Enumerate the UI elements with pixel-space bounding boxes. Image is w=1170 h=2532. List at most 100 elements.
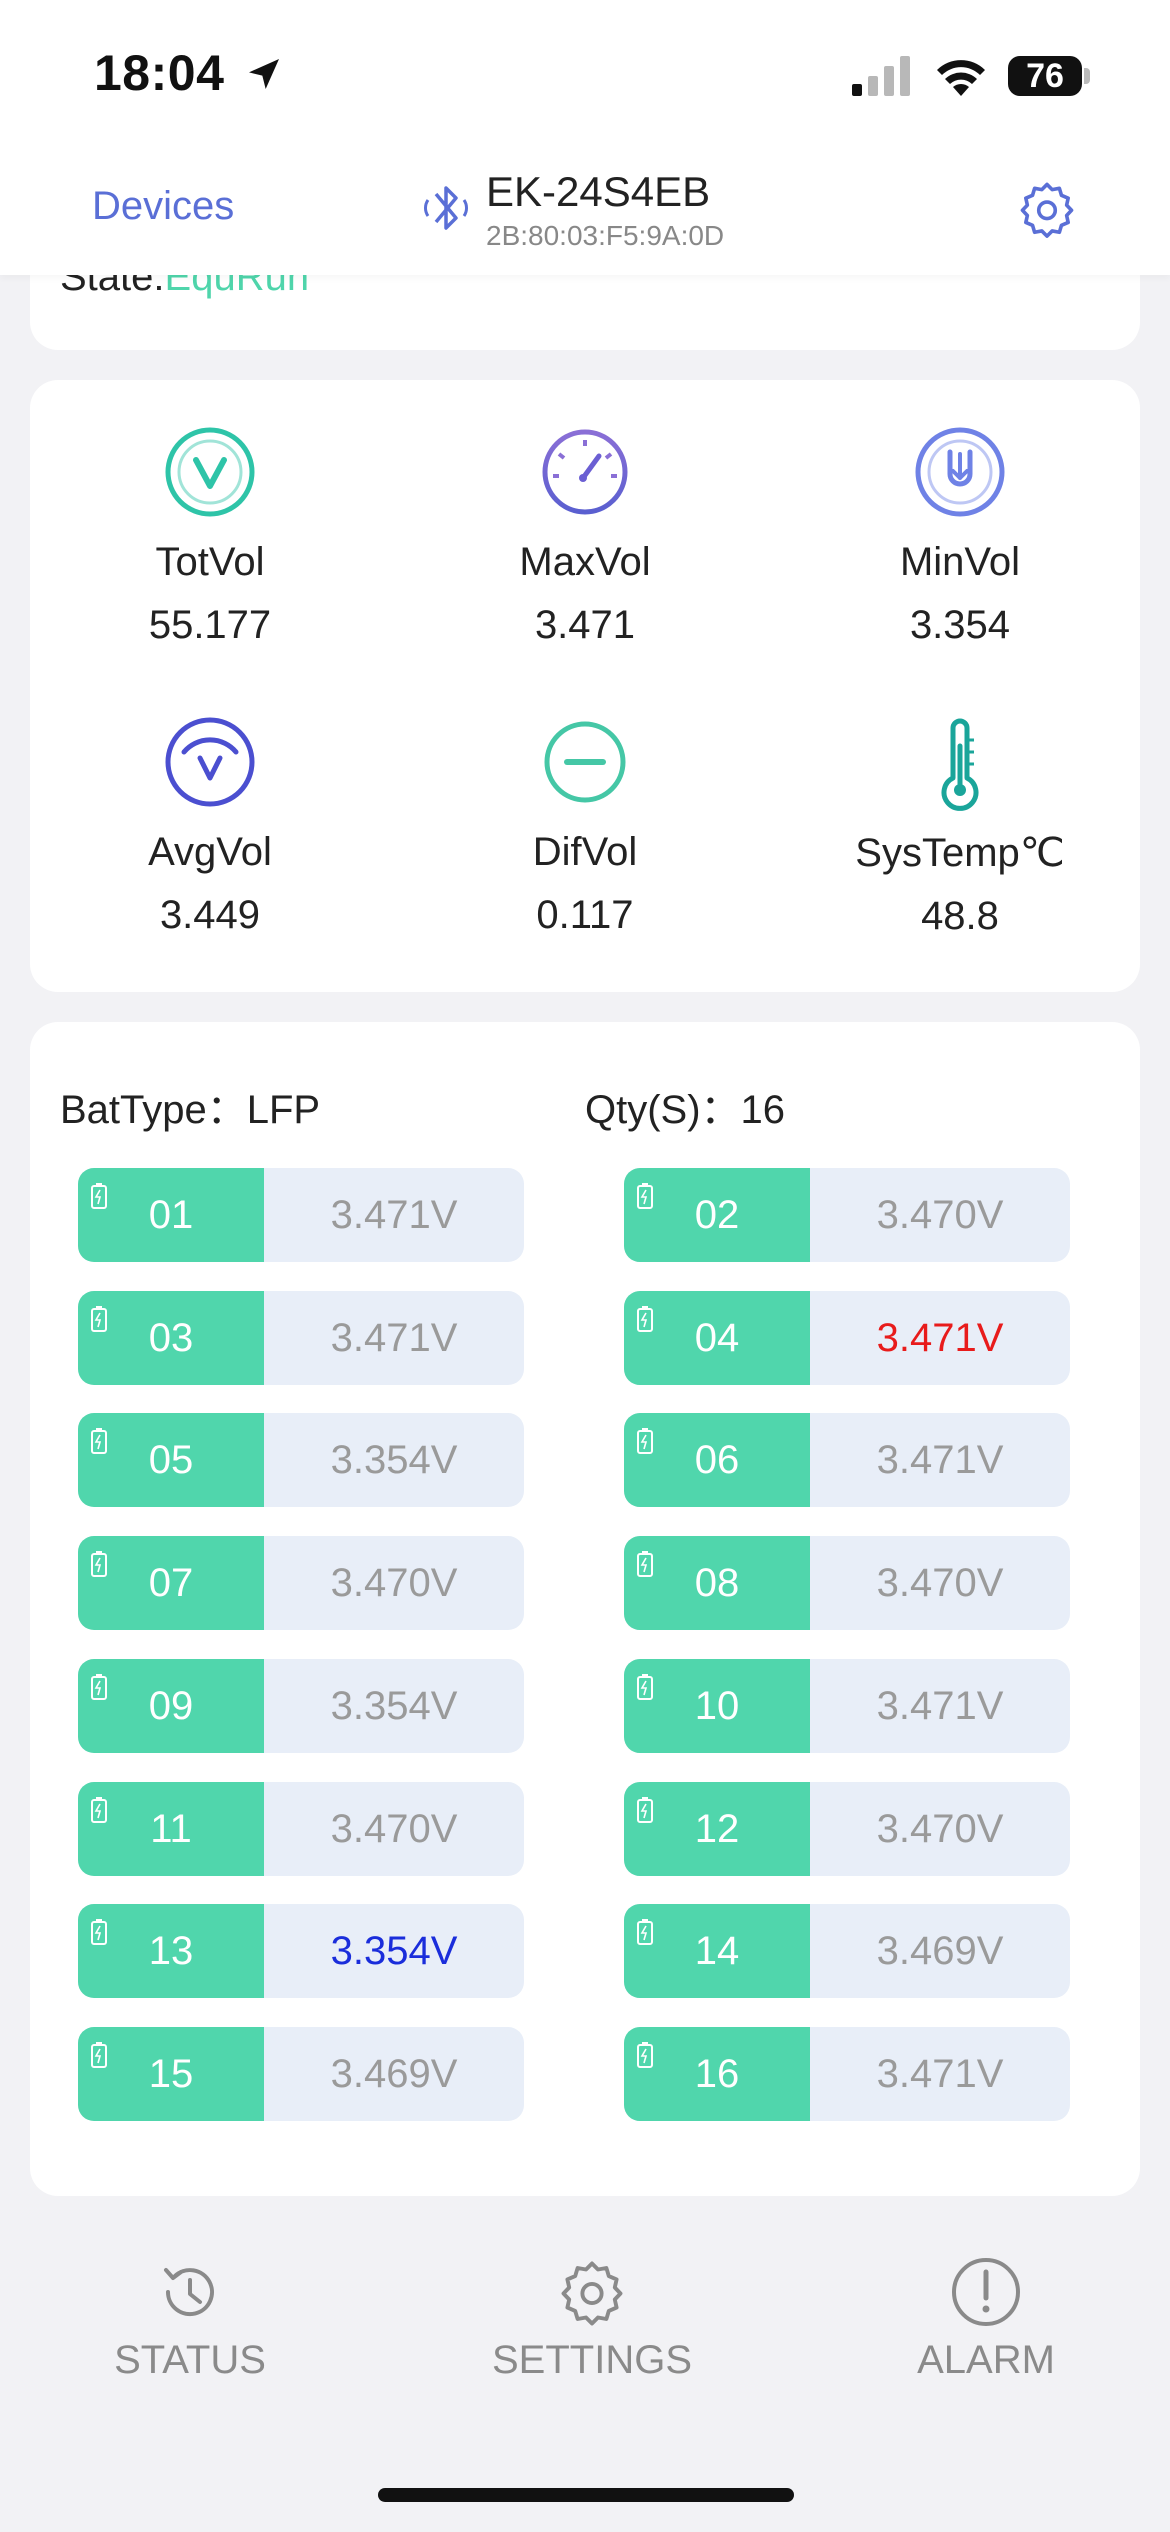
device-mac: 2B:80:03:F5:9A:0D	[486, 220, 725, 251]
battery-cell: 03 3.471V	[78, 1291, 524, 1385]
cell-id: 03	[148, 1316, 194, 1360]
stat-totvol: TotVol 55.177	[30, 422, 390, 648]
cell-number: 04	[624, 1291, 810, 1385]
battery-small-icon	[91, 1306, 107, 1332]
stat-value: 3.471	[534, 603, 636, 647]
stat-maxvol: MaxVol 3.471	[405, 422, 765, 648]
cell-id: 06	[694, 1438, 740, 1482]
gauge-icon	[542, 429, 628, 515]
cell-voltage: 3.471V	[330, 1316, 458, 1360]
cell-number: 07	[78, 1536, 264, 1630]
battery-small-icon	[91, 1797, 107, 1823]
battery-cell: 16 3.471V	[624, 2027, 1070, 2121]
cell-voltage: 3.354V	[330, 1684, 458, 1728]
cell-id: 07	[148, 1561, 194, 1605]
stat-label: TotVol	[155, 540, 265, 584]
thermometer-icon	[941, 718, 979, 811]
battery-cell: 06 3.471V	[624, 1413, 1070, 1507]
minvol-icon	[915, 427, 1005, 517]
cell-number: 03	[78, 1291, 264, 1385]
history-icon	[164, 2268, 214, 2317]
settings-gear-icon[interactable]	[1016, 178, 1078, 240]
battery-small-icon	[637, 2042, 653, 2068]
cell-voltage: 3.471V	[876, 1316, 1004, 1360]
cell-id: 08	[694, 1561, 740, 1605]
cell-number: 09	[78, 1659, 264, 1753]
cell-number: 12	[624, 1782, 810, 1876]
battery-cell: 08 3.470V	[624, 1536, 1070, 1630]
cell-number: 08	[624, 1536, 810, 1630]
wifi-icon	[937, 60, 985, 96]
battery-cell: 09 3.354V	[78, 1659, 524, 1753]
cell-voltage: 3.471V	[876, 1684, 1004, 1728]
stat-minvol: MinVol 3.354	[780, 422, 1140, 648]
battery-cell: 04 3.471V	[624, 1291, 1070, 1385]
battery-cell: 07 3.470V	[78, 1536, 524, 1630]
cell-id: 11	[150, 1807, 192, 1851]
cell-number: 15	[78, 2027, 264, 2121]
battery-small-icon	[637, 1306, 653, 1332]
location-arrow-icon	[249, 59, 279, 89]
battery-small-icon	[637, 1551, 653, 1577]
battery-cell: 13 3.354V	[78, 1904, 524, 1998]
device-name: EK-24S4EB	[486, 168, 711, 215]
battery-small-icon	[637, 1428, 653, 1454]
battery-cell: 15 3.469V	[78, 2027, 524, 2121]
cell-id: 04	[694, 1316, 740, 1360]
cell-id: 13	[148, 1929, 194, 1973]
cell-id: 15	[148, 2052, 194, 2096]
stat-systemp: SysTemp℃ 48.8	[780, 712, 1140, 939]
stat-avgvol: AvgVol 3.449	[30, 712, 390, 938]
stat-value: 55.177	[148, 603, 272, 647]
cell-id: 14	[694, 1929, 740, 1973]
battery-cap	[1084, 68, 1090, 84]
alert-icon	[952, 2258, 1020, 2326]
battery-small-icon	[91, 2042, 107, 2068]
battery-small-icon	[91, 1183, 107, 1209]
cell-voltage: 3.470V	[876, 1193, 1004, 1237]
battery-cell: 01 3.471V	[78, 1168, 524, 1262]
cell-id: 02	[694, 1193, 740, 1237]
cell-number: 10	[624, 1659, 810, 1753]
minus-circle-icon	[544, 721, 626, 803]
status-time: 18:04	[94, 45, 225, 101]
cell-voltage: 3.471V	[876, 2052, 1004, 2096]
stat-difvol: DifVol 0.117	[405, 712, 765, 938]
stat-value: 0.117	[536, 893, 634, 937]
home-indicator	[378, 2488, 794, 2502]
cell-voltage: 3.354V	[330, 1929, 458, 1973]
stat-label: DifVol	[532, 830, 638, 874]
cell-id: 12	[694, 1807, 740, 1851]
battery-small-icon	[637, 1183, 653, 1209]
cells-card: BatType：LFP Qty(S)：16 01 3.471V 02 3.470V 03…	[30, 1022, 1140, 2196]
cell-voltage: 3.470V	[876, 1561, 1004, 1605]
cell-id: 09	[148, 1684, 194, 1728]
tab-label: SETTINGS	[491, 2338, 693, 2382]
devices-back-button[interactable]: Devices	[92, 184, 235, 228]
tab-status[interactable]: STATUS	[40, 2256, 340, 2383]
tab-alarm[interactable]: ALARM	[836, 2256, 1136, 2383]
cell-number: 11	[78, 1782, 264, 1876]
cell-number: 06	[624, 1413, 810, 1507]
stat-value: 3.449	[159, 893, 261, 937]
battery-level-icon: 76	[1008, 56, 1082, 96]
battery-small-icon	[637, 1919, 653, 1945]
tab-settings[interactable]: SETTINGS	[442, 2256, 742, 2383]
cell-number: 05	[78, 1413, 264, 1507]
cell-voltage: 3.471V	[330, 1193, 458, 1237]
battery-small-icon	[637, 1797, 653, 1823]
stat-value: 48.8	[921, 894, 999, 938]
app-header: Devices EK-24S4EB 2B:80:03:F5:9A:0D	[0, 150, 1170, 275]
tab-label: ALARM	[917, 2338, 1055, 2382]
battery-type: BatType：LFP	[60, 1088, 321, 1132]
cell-voltage: 3.469V	[876, 1929, 1004, 1973]
battery-qty: Qty(S)：16	[585, 1088, 786, 1132]
cell-number: 14	[624, 1904, 810, 1998]
cell-voltage: 3.470V	[330, 1807, 458, 1851]
battery-cell: 02 3.470V	[624, 1168, 1070, 1262]
stat-label: MaxVol	[519, 540, 651, 584]
stat-label: AvgVol	[148, 830, 272, 874]
battery-small-icon	[91, 1674, 107, 1700]
cell-voltage: 3.354V	[330, 1438, 458, 1482]
cell-number: 13	[78, 1904, 264, 1998]
